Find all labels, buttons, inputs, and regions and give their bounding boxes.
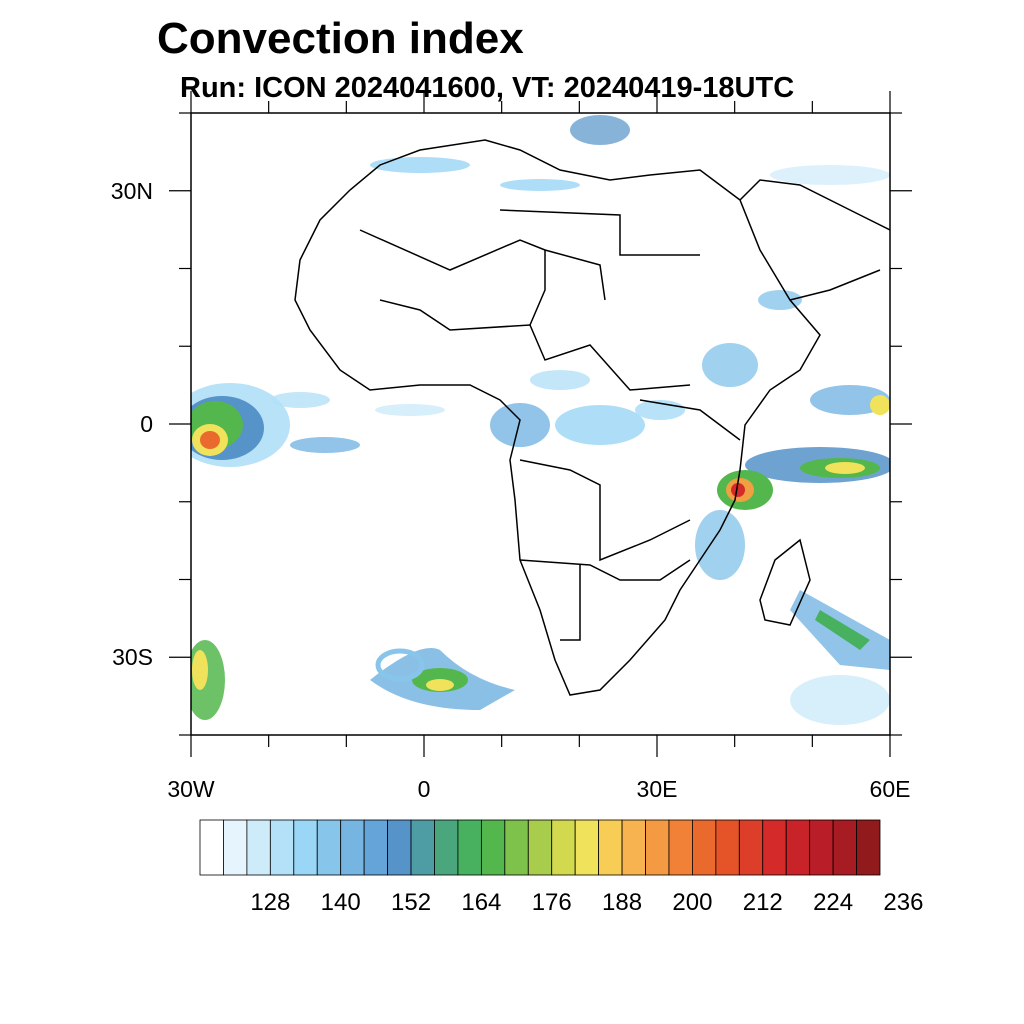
colorbar-swatch [434,819,459,876]
colorbar-swatch [645,819,670,876]
colorbar-label: 140 [320,889,361,916]
colorbar-label: 176 [531,889,572,916]
colorbar-swatch [527,819,553,876]
lon-tick-label: 0 [417,776,431,802]
lat-tick-label: 30S [112,644,153,671]
colorbar-swatch [551,819,576,876]
lon-tick-label: 60E [869,776,911,802]
colorbar-swatch [199,819,224,876]
colorbar-swatch [410,819,435,876]
colorbar-swatch [293,819,318,876]
colorbar-swatch [621,819,646,876]
colorbar-label: 200 [672,889,713,916]
lon-tick-label: 30E [636,776,678,802]
colorbar-swatch [598,819,623,876]
colorbar-swatch [692,819,717,876]
colorbar-swatch [387,819,412,876]
colorbar-label: 236 [883,889,924,916]
colorbar-swatch [269,819,295,876]
map-subtitle: Run: ICON 2024041600, VT: 20240419-18UTC [180,72,795,104]
colorbar-label: 152 [391,889,432,916]
colorbar-swatch [832,819,857,876]
colorbar-swatch [668,819,693,876]
lat-tick-label: 0 [140,411,153,437]
colorbar-swatch [246,819,271,876]
axis-ticks [169,91,912,757]
convection-field [191,115,890,725]
colorbar [199,819,881,876]
colorbar-swatch [715,819,740,876]
coastlines [294,139,890,696]
colorbar-label: 164 [461,889,502,916]
colorbar-label: 212 [742,889,783,916]
colorbar-swatch [809,819,834,876]
colorbar-swatch [480,819,506,876]
colorbar-swatch [340,819,365,876]
colorbar-swatch [457,819,482,876]
colorbar-swatch [316,819,342,876]
map-title: Convection index [157,14,524,63]
colorbar-swatch [785,819,811,876]
colorbar-swatch [856,819,881,876]
colorbar-label: 188 [602,889,643,916]
colorbar-swatch [504,819,529,876]
colorbar-label: 224 [813,889,854,916]
colorbar-swatch [574,819,600,876]
lat-tick-label: 30N [110,177,153,204]
colorbar-swatch [363,819,388,876]
colorbar-label: 128 [250,889,291,916]
colorbar-swatch [223,819,248,876]
colorbar-swatch [738,819,764,876]
lon-tick-label: 30W [167,776,215,802]
colorbar-swatch [762,819,787,876]
